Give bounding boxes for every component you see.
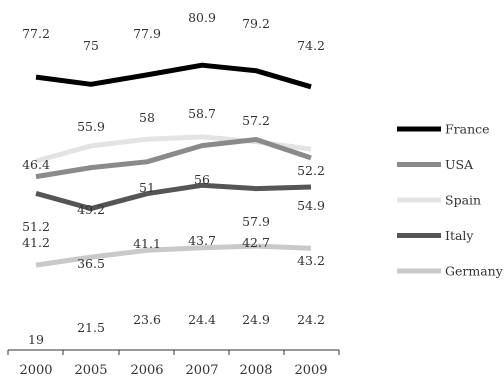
data-label-usa: 49.2 bbox=[77, 202, 105, 217]
data-label-italy: 36.5 bbox=[77, 256, 105, 271]
x-tick-label: 2007 bbox=[185, 363, 218, 378]
x-tick-label: 2000 bbox=[19, 363, 52, 378]
data-label-germany: 24.9 bbox=[242, 312, 270, 327]
data-label-usa: 52.2 bbox=[297, 163, 325, 178]
data-label-germany: 23.6 bbox=[133, 312, 161, 327]
series-line-italy bbox=[35, 182, 312, 212]
data-label-italy: 41.2 bbox=[22, 235, 50, 250]
data-label-france: 74.2 bbox=[297, 38, 325, 53]
data-label-germany: 24.2 bbox=[297, 312, 325, 327]
data-label-italy: 43.7 bbox=[188, 233, 216, 248]
data-label-italy: 43.2 bbox=[297, 253, 325, 268]
data-label-usa: 57.9 bbox=[242, 214, 270, 229]
data-label-france: 79.2 bbox=[242, 16, 270, 31]
series-line-usa bbox=[35, 137, 312, 180]
data-label-france: 77.2 bbox=[22, 26, 50, 41]
data-label-spain: 55.9 bbox=[77, 119, 105, 134]
data-label-spain: 58 bbox=[139, 110, 155, 125]
data-label-italy: 42.7 bbox=[242, 235, 270, 250]
x-tick-label: 2006 bbox=[130, 363, 163, 378]
legend-label-germany: Germany bbox=[445, 264, 504, 279]
legend-label-usa: USA bbox=[445, 157, 474, 172]
data-label-germany: 21.5 bbox=[77, 320, 105, 335]
data-label-france: 80.9 bbox=[188, 10, 216, 25]
data-label-italy: 41.1 bbox=[133, 236, 161, 251]
data-label-usa: 56 bbox=[194, 172, 210, 187]
x-tick-label: 2005 bbox=[74, 363, 107, 378]
x-axis: 2000 2005 2006 2007 2008 2009 bbox=[7, 349, 340, 378]
data-label-spain: 58.7 bbox=[188, 106, 216, 121]
data-label-france: 77.9 bbox=[133, 26, 161, 41]
x-tick-label: 2009 bbox=[294, 363, 327, 378]
series-line-spain bbox=[35, 134, 312, 164]
series-line-germany bbox=[35, 243, 312, 268]
series-lines bbox=[35, 62, 312, 268]
legend-label-france: France bbox=[445, 122, 490, 137]
data-label-germany: 19 bbox=[28, 332, 44, 347]
x-tick-label: 2008 bbox=[239, 363, 272, 378]
data-label-germany: 24.4 bbox=[188, 312, 216, 327]
data-label-usa: 46.4 bbox=[22, 157, 50, 172]
legend: France USA Spain Italy Germany bbox=[397, 122, 504, 279]
data-labels: 77.2 75 77.9 80.9 79.2 74.2 46.4 49.2 51 56 57.9 52… bbox=[22, 10, 325, 347]
data-label-spain: 51.2 bbox=[22, 219, 50, 234]
data-label-usa: 51 bbox=[139, 180, 155, 195]
series-line-france bbox=[35, 62, 312, 90]
legend-label-spain: Spain bbox=[445, 193, 481, 208]
legend-label-italy: Italy bbox=[445, 228, 474, 243]
data-label-france: 75 bbox=[83, 38, 99, 53]
data-label-spain: 57.2 bbox=[242, 113, 270, 128]
data-label-spain: 54.9 bbox=[297, 198, 325, 213]
